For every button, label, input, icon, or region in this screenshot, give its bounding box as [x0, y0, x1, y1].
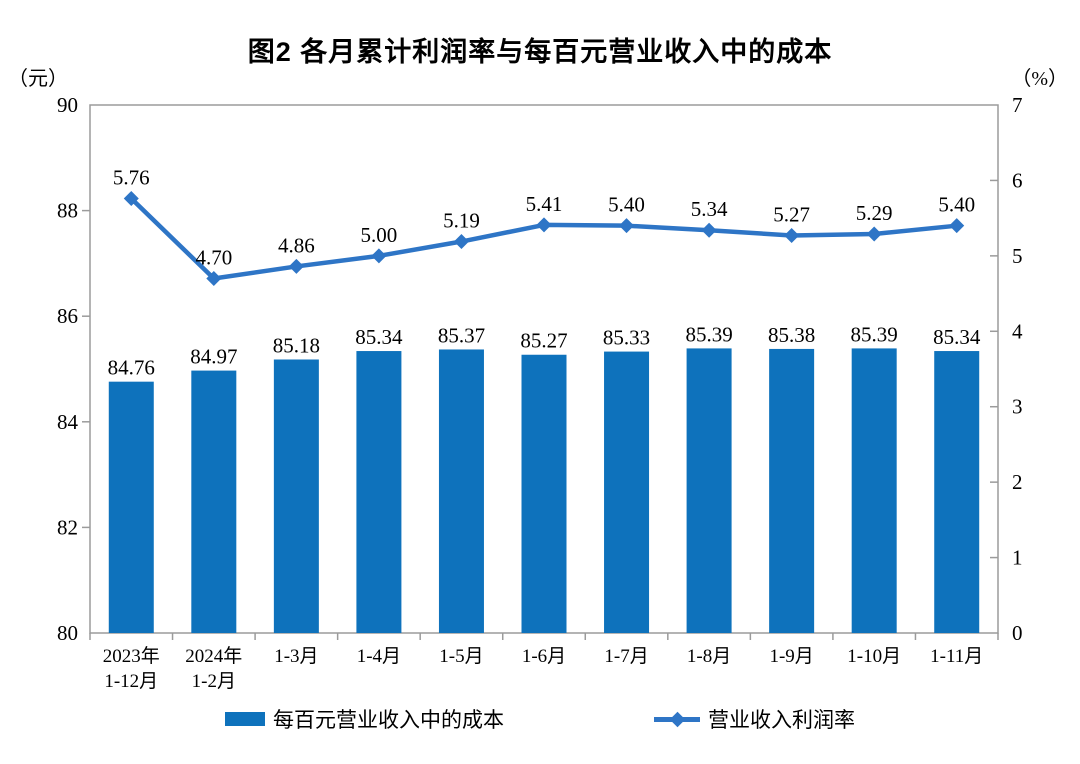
line-marker[interactable]	[288, 258, 304, 274]
bar-value-label: 85.18	[273, 333, 320, 357]
cost-bar[interactable]	[438, 349, 484, 633]
right-axis-unit: （%）	[1011, 68, 1068, 90]
line-legend-label: 营业收入利润率	[708, 708, 855, 732]
bar-value-label: 85.34	[933, 325, 981, 349]
line-marker[interactable]	[371, 248, 387, 264]
cost-bar[interactable]	[273, 359, 319, 633]
left-axis-tick-label: 86	[57, 304, 78, 328]
right-axis-tick-label: 7	[1012, 93, 1023, 117]
plot-area: 80 82 84 86 88 90 0 1 2 3 4 5 6 7 2023年 1-12月 2024年 1-2月 1…	[57, 93, 1023, 692]
left-axis-tick-label: 88	[57, 199, 78, 223]
x-category-label: 2023年	[103, 645, 160, 667]
legend-item-profit-line[interactable]: 营业收入利润率	[654, 704, 855, 734]
left-axis-tick-label: 82	[57, 515, 78, 539]
line-marker[interactable]	[619, 218, 635, 234]
right-axis-tick-label: 3	[1012, 395, 1023, 419]
bar-legend-label: 每百元营业收入中的成本	[273, 708, 504, 732]
bar-value-label: 84.97	[190, 345, 237, 369]
diamond-marker-icon	[669, 711, 686, 727]
left-axis-unit: （元）	[8, 68, 68, 90]
line-value-label: 5.27	[773, 202, 810, 226]
x-category-label: 1-6月	[522, 646, 566, 667]
line-legend-swatch	[654, 711, 700, 727]
x-category-label: 1-4月	[357, 646, 401, 667]
cost-bar[interactable]	[521, 354, 567, 633]
left-axis-tick-label: 80	[57, 621, 78, 645]
right-axis-tick-label: 2	[1012, 470, 1023, 494]
right-axis-tick-label: 5	[1012, 244, 1023, 268]
line-marker[interactable]	[701, 222, 717, 238]
line-marker[interactable]	[453, 234, 469, 250]
bar-value-label: 85.37	[438, 323, 485, 347]
line-value-label: 5.41	[526, 192, 563, 216]
cost-bar[interactable]	[686, 348, 732, 633]
x-category-label: 1-12月	[104, 671, 158, 692]
line-value-label: 4.86	[278, 233, 315, 257]
bar-value-label: 85.38	[768, 323, 815, 347]
line-marker[interactable]	[206, 270, 222, 286]
line-marker[interactable]	[784, 227, 800, 243]
bar-value-label: 84.76	[108, 356, 155, 380]
x-category-label: 1-7月	[604, 646, 648, 667]
line-value-label: 5.19	[443, 209, 480, 233]
line-marker[interactable]	[536, 217, 552, 233]
bar-value-label: 85.39	[685, 322, 732, 346]
x-category-label: 1-9月	[769, 646, 813, 667]
line-value-label: 5.34	[691, 197, 728, 221]
line-value-label: 5.00	[361, 223, 398, 247]
legend: 每百元营业收入中的成本 营业收入利润率	[0, 704, 1080, 734]
cost-bar[interactable]	[934, 351, 980, 633]
right-axis-tick-label: 0	[1012, 621, 1023, 645]
right-axis-tick-label: 1	[1012, 546, 1023, 570]
bar-value-label: 85.34	[355, 325, 403, 349]
bar-value-label: 85.33	[603, 326, 650, 350]
x-category-label: 1-8月	[687, 646, 731, 667]
left-axis-tick-label: 90	[57, 93, 78, 117]
line-value-label: 5.40	[608, 193, 645, 217]
cost-bar[interactable]	[108, 381, 154, 633]
line-value-label: 5.29	[856, 201, 893, 225]
chart-title: 图2 各月累计利润率与每百元营业收入中的成本	[247, 37, 833, 67]
x-category-label: 2024年	[185, 645, 242, 667]
bar-value-label: 85.39	[851, 322, 898, 346]
bar-value-label: 85.27	[520, 329, 567, 353]
right-axis-tick-label: 6	[1012, 168, 1023, 192]
line-value-label: 5.76	[113, 166, 150, 190]
line-marker[interactable]	[949, 218, 965, 234]
x-category-label: 1-3月	[274, 646, 318, 667]
x-category-label: 1-2月	[192, 671, 236, 692]
left-axis-tick-label: 84	[57, 410, 79, 434]
x-category-label: 1-10月	[847, 646, 901, 667]
cost-bar[interactable]	[191, 370, 237, 633]
bar-legend-swatch	[225, 712, 265, 726]
cost-bar[interactable]	[769, 348, 815, 633]
right-axis-tick-label: 4	[1012, 319, 1023, 343]
line-marker[interactable]	[866, 226, 882, 242]
x-category-label: 1-5月	[439, 646, 483, 667]
cost-bar[interactable]	[851, 348, 897, 633]
cost-bar[interactable]	[604, 351, 650, 633]
x-category-label: 1-11月	[930, 646, 983, 667]
line-value-label: 4.70	[195, 245, 232, 269]
cost-bar[interactable]	[356, 351, 402, 633]
line-value-label: 5.40	[938, 193, 975, 217]
legend-item-cost-bars[interactable]: 每百元营业收入中的成本	[225, 704, 504, 734]
line-marker[interactable]	[123, 191, 139, 207]
